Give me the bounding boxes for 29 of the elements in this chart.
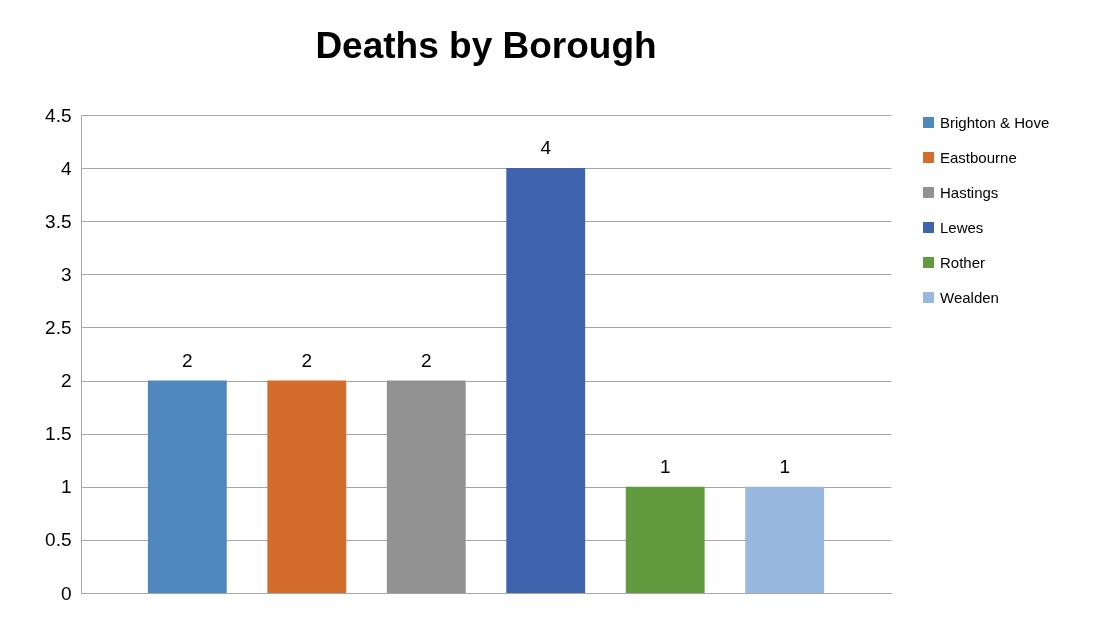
bar <box>386 380 466 593</box>
bar <box>506 168 586 593</box>
y-tick-label: 2 <box>60 370 72 392</box>
y-tick-label: 1.5 <box>45 423 72 445</box>
legend-label: Hastings <box>940 183 999 201</box>
bar <box>745 486 825 593</box>
data-label: 4 <box>540 137 552 159</box>
chart-title: Deaths by Borough <box>315 25 657 66</box>
legend-label: Rother <box>940 253 986 271</box>
y-tick-label: 3.5 <box>45 210 72 232</box>
y-tick-label: 1 <box>60 476 72 498</box>
y-tick-label: 0.5 <box>45 529 72 551</box>
y-tick-label: 4.5 <box>45 104 72 126</box>
legend-label: Brighton & Hove <box>940 113 1050 131</box>
data-label: 1 <box>659 455 671 477</box>
legend-label: Eastbourne <box>940 148 1017 166</box>
legend-label: Lewes <box>940 218 984 236</box>
data-label: 2 <box>182 349 193 371</box>
y-tick-label: 4 <box>60 157 72 179</box>
legend-label: Wealden <box>940 288 999 306</box>
bar <box>625 486 705 593</box>
data-label: 2 <box>301 349 313 371</box>
data-label: 1 <box>779 455 790 477</box>
bar <box>267 380 347 593</box>
y-tick-label: 3 <box>60 263 72 285</box>
data-label: 2 <box>420 349 432 371</box>
y-tick-label: 2.5 <box>45 316 72 338</box>
y-tick-label: 0 <box>60 582 72 604</box>
bar <box>147 380 227 593</box>
